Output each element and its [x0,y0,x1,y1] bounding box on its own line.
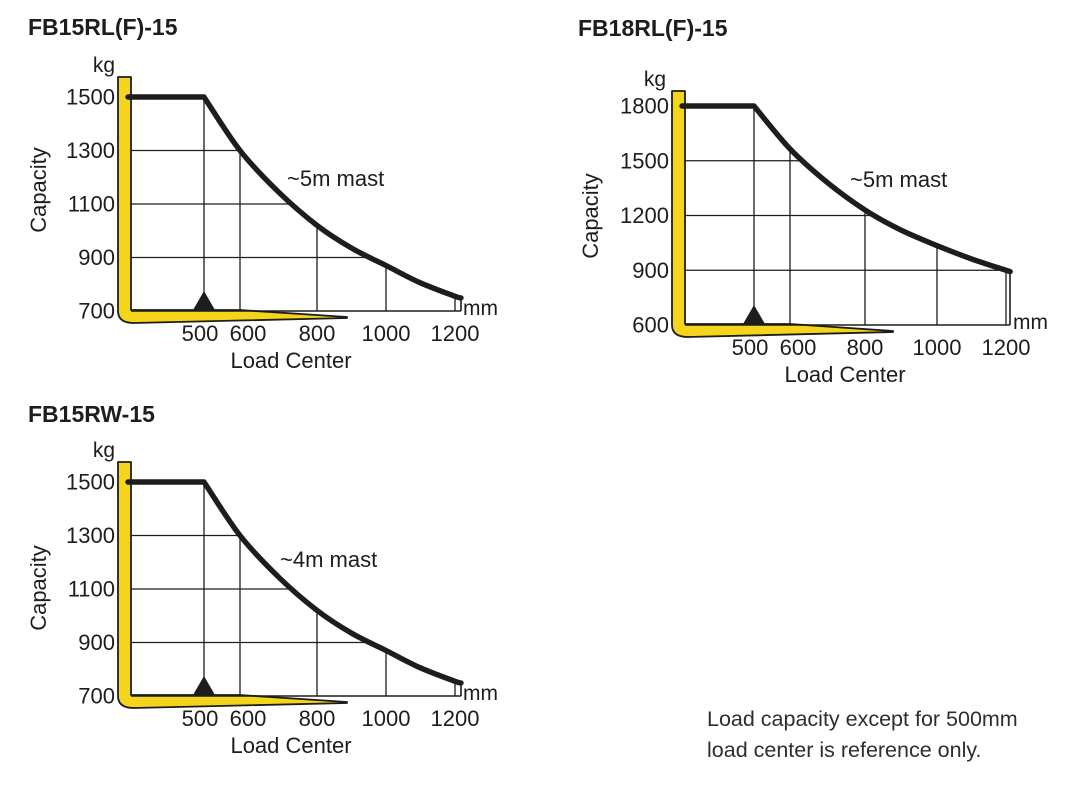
capacity-chart-fb15rl: FB15RL(F)-15 kg Capacity mm Load Center … [26,14,498,373]
fork-axis [671,90,894,338]
load-center-marker-triangle [193,676,215,695]
y-tick-label-1300: 1300 [66,138,115,163]
x-unit-label: mm [1013,311,1048,334]
x-tick-label-800: 800 [299,321,336,346]
plot-area: 1800 1500 1200 900 600 500 600 800 1000 1200 [620,90,1031,360]
y-tick-label-1500: 1500 [620,148,669,173]
y-tick-label-700: 700 [78,684,115,709]
footnote-line-2: load center is reference only. [707,738,981,762]
x-unit-label: mm [463,297,498,320]
plot-area: 1500 1300 1100 900 700 500 600 800 1000 1200 [66,461,480,731]
footnote: Load capacity except for 500mm load cent… [707,707,1018,762]
chart-title: FB15RL(F)-15 [28,14,178,40]
x-axis-title: Load Center [230,733,351,758]
y-tick-label-700: 700 [78,299,115,324]
y-tick-label-1800: 1800 [620,94,669,119]
x-tick-label-1200: 1200 [431,706,480,731]
y-tick-label-900: 900 [632,258,669,283]
x-axis-title: Load Center [784,362,905,387]
x-tick-label-1200: 1200 [431,321,480,346]
mast-annotation: ~5m mast [850,167,947,192]
x-tick-label-1000: 1000 [362,321,411,346]
x-tick-label-1000: 1000 [913,335,962,360]
footnote-line-1: Load capacity except for 500mm [707,707,1018,731]
x-tick-label-500: 500 [182,706,219,731]
y-tick-label-1100: 1100 [68,577,115,602]
x-tick-label-600: 600 [230,706,267,731]
y-axis-title: Capacity [26,545,51,631]
mast-annotation: ~4m mast [280,547,377,572]
capacity-chart-fb18rl: FB18RL(F)-15 kg Capacity mm Load Center … [578,15,1048,387]
y-tick-label-600: 600 [632,313,669,338]
y-tick-label-1200: 1200 [620,203,669,228]
y-axis-title: Capacity [26,147,51,233]
y-tick-label-1500: 1500 [66,85,115,110]
x-tick-label-600: 600 [230,321,267,346]
fork-axis [117,76,348,324]
x-tick-label-800: 800 [299,706,336,731]
chart-title: FB15RW-15 [28,401,155,427]
y-tick-label-900: 900 [78,630,115,655]
capacity-chart-fb15rw: FB15RW-15 kg Capacity mm Load Center ~4m… [26,401,498,758]
x-tick-label-1000: 1000 [362,706,411,731]
load-center-marker-triangle [743,305,765,324]
x-tick-label-600: 600 [780,335,817,360]
y-tick-label-1300: 1300 [66,523,115,548]
fork-axis [117,461,348,709]
plot-area: 1500 1300 1100 900 700 500 600 800 1000 1200 [66,76,480,346]
load-center-marker-triangle [193,291,215,310]
chart-title: FB18RL(F)-15 [578,15,728,41]
y-axis-title: Capacity [578,173,603,259]
x-tick-label-800: 800 [847,335,884,360]
x-tick-label-1200: 1200 [982,335,1031,360]
y-unit-label: kg [93,439,115,462]
capacity-curve [679,103,1013,275]
capacity-curve [125,479,464,686]
x-tick-label-500: 500 [732,335,769,360]
capacity-curve [125,94,464,301]
mast-annotation: ~5m mast [287,166,384,191]
y-unit-label: kg [93,54,115,77]
y-tick-label-900: 900 [78,245,115,270]
y-tick-label-1500: 1500 [66,470,115,495]
y-tick-label-1100: 1100 [68,192,115,217]
x-axis-title: Load Center [230,348,351,373]
x-unit-label: mm [463,682,498,705]
x-tick-label-500: 500 [182,321,219,346]
y-unit-label: kg [644,68,666,91]
